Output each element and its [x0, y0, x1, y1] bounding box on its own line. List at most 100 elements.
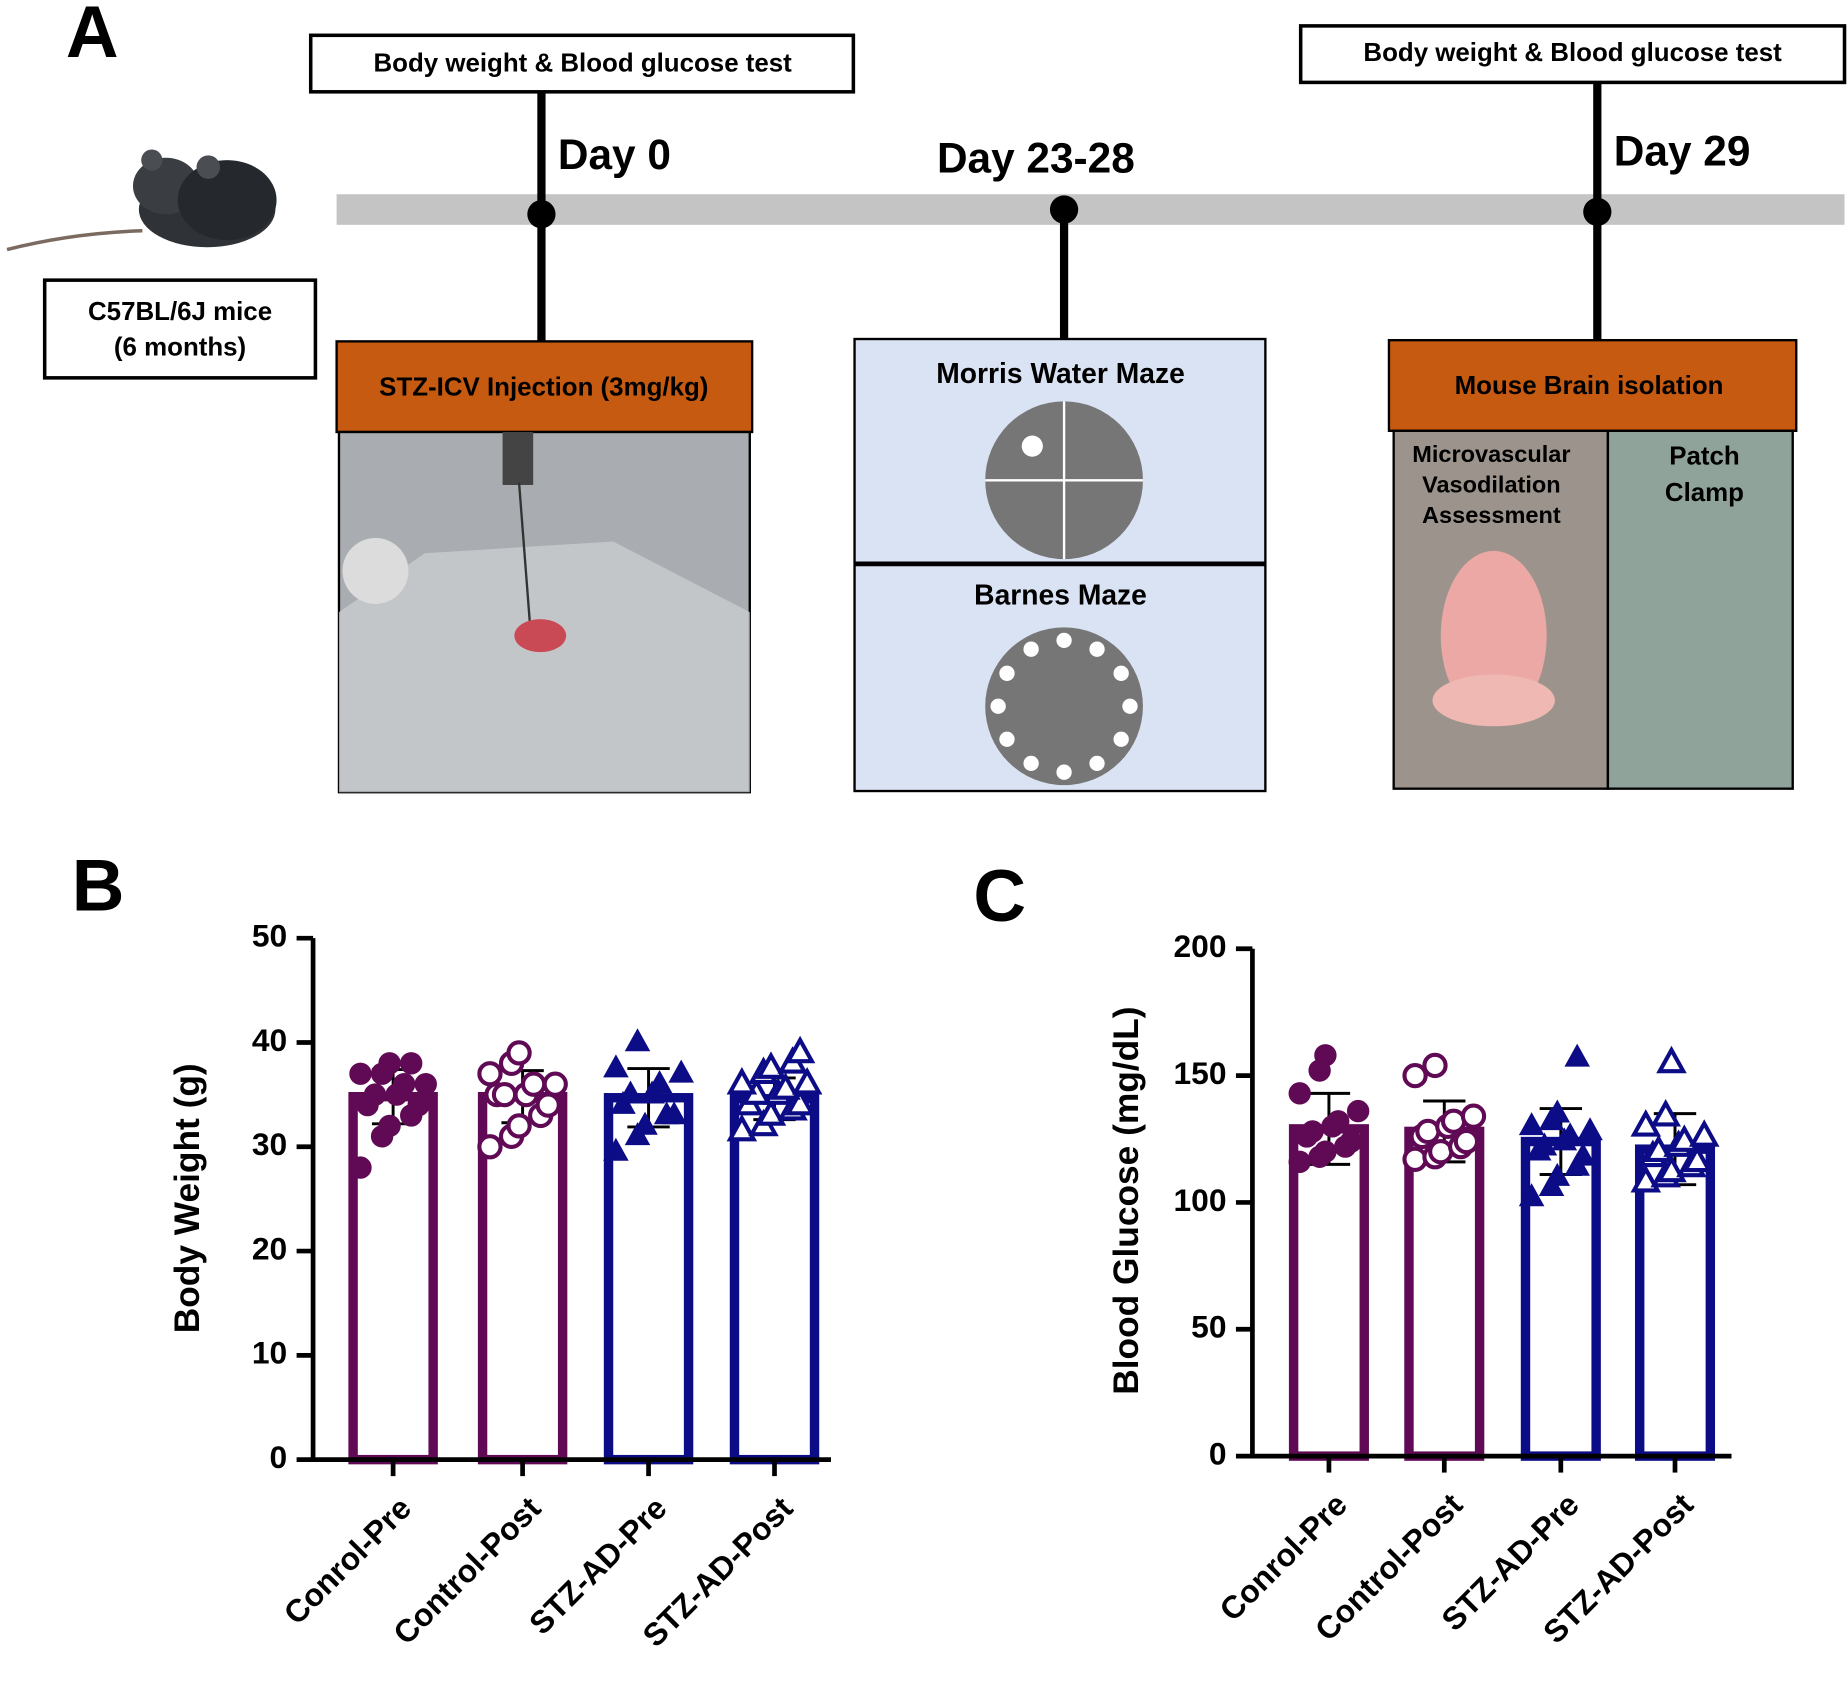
mouse-icon [6, 149, 277, 252]
data-point [1669, 1124, 1700, 1152]
data-point [726, 1113, 758, 1142]
isolation-text: Mouse Brain isolation [1455, 372, 1724, 400]
data-point [1656, 1045, 1687, 1074]
data-point [349, 1156, 372, 1179]
maze-hole [1113, 665, 1129, 681]
bar [729, 1094, 820, 1465]
data-point [668, 1059, 694, 1083]
y-tick-label: 0 [270, 1439, 288, 1475]
maze-hole [1023, 755, 1039, 772]
mouse-box-text: C57BL/6J mice [88, 298, 272, 326]
data-point [1440, 1108, 1467, 1134]
maze-hole [1056, 764, 1072, 780]
data-point [632, 1111, 658, 1135]
timeline-dot [1049, 195, 1079, 224]
injection-text: STZ-ICV Injection (3mg/kg) [379, 373, 708, 401]
data-point [378, 1052, 401, 1075]
day-label: Day 0 [558, 131, 671, 178]
data-point [392, 1072, 416, 1096]
maze-hole [1089, 641, 1105, 657]
data-point [1544, 1162, 1571, 1186]
data-point [1301, 1120, 1324, 1143]
maze-drawings [985, 401, 1143, 786]
mouse-box [42, 278, 318, 380]
data-point [363, 1083, 387, 1106]
day-label: Day 23-28 [937, 134, 1135, 181]
maze-title: Barnes Maze [974, 578, 1147, 610]
data-point [1681, 1144, 1713, 1173]
data-point [1656, 1154, 1687, 1183]
data-point [1428, 1139, 1454, 1165]
data-point [603, 1137, 629, 1161]
y-tick-label: 50 [252, 918, 287, 954]
data-point [407, 1093, 430, 1117]
test-box [1298, 24, 1847, 85]
data-point [1415, 1118, 1441, 1145]
data-point [520, 1071, 547, 1097]
maze-hole [1122, 698, 1138, 714]
data-point [755, 1051, 787, 1079]
data-point [1544, 1099, 1571, 1123]
data-point [1288, 1082, 1311, 1105]
data-point [1518, 1112, 1545, 1136]
data-point [603, 1054, 629, 1078]
data-point [491, 1081, 518, 1108]
y-tick-label: 200 [1174, 928, 1227, 964]
timeline-dot [527, 200, 556, 229]
y-tick-label: 40 [252, 1022, 287, 1058]
bar [1520, 1136, 1601, 1461]
data-point [1460, 1103, 1487, 1129]
timeline [336, 194, 1845, 225]
patch-photo [1606, 429, 1794, 790]
mouse-box-text: (6 months) [114, 333, 246, 361]
data-point [535, 1092, 561, 1118]
data-point [1314, 1140, 1337, 1163]
bar [1404, 1126, 1485, 1461]
data-point [784, 1035, 816, 1064]
data-point [1453, 1128, 1480, 1155]
data-point [400, 1052, 423, 1075]
data-point [506, 1040, 532, 1066]
maze-hole [999, 731, 1015, 747]
data-point [1422, 1052, 1448, 1079]
data-point [477, 1061, 503, 1087]
y-tick-label: 20 [252, 1230, 287, 1266]
test-box-text: Body weight & Blood glucose test [373, 50, 792, 78]
assay-text: Microvascular [1412, 441, 1570, 467]
assay-text: Assessment [1422, 502, 1561, 528]
data-point [1288, 1150, 1311, 1174]
data-point [1564, 1043, 1590, 1067]
panel-label: C [973, 856, 1026, 937]
data-point [1570, 1142, 1596, 1166]
isolation-header [1387, 339, 1798, 433]
maze-hole [990, 698, 1006, 714]
injection-header [335, 340, 754, 434]
maze-hole [1056, 632, 1072, 649]
y-axis-title: Blood Glucose (mg/dL) [1107, 1007, 1146, 1395]
injection-photo [337, 430, 751, 794]
data-point [1346, 1099, 1370, 1123]
panel-label: A [66, 0, 119, 73]
data-point [414, 1072, 437, 1096]
assay-text: Patch [1669, 443, 1739, 471]
data-point [1557, 1122, 1583, 1146]
data-point [1402, 1062, 1428, 1089]
data-point [646, 1070, 673, 1094]
data-point [1688, 1119, 1720, 1147]
brain-photo [1392, 429, 1610, 790]
data-point [726, 1066, 758, 1095]
data-point [1327, 1110, 1350, 1133]
maze-hole [1113, 731, 1129, 747]
data-point [784, 1087, 816, 1116]
data-point [770, 1072, 801, 1100]
day-label: Day 29 [1614, 127, 1751, 174]
data-point [1402, 1146, 1428, 1172]
data-point [791, 1066, 823, 1095]
data-point [506, 1113, 532, 1139]
maze-hole [1023, 641, 1039, 657]
data-point [624, 1028, 651, 1052]
data-point [1650, 1098, 1681, 1127]
y-tick-label: 30 [252, 1126, 287, 1162]
data-point [1577, 1117, 1603, 1141]
